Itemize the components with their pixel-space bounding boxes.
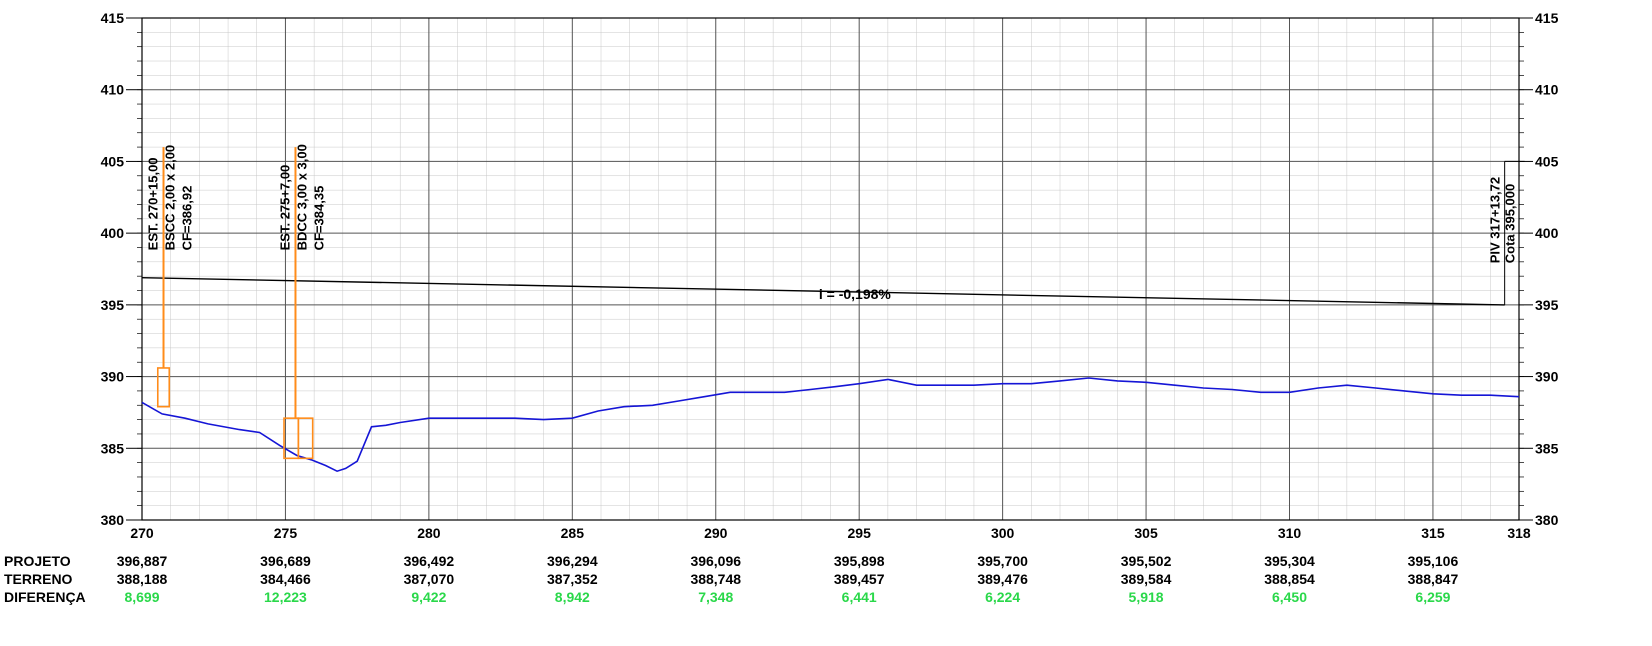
projeto-value: 395,502 [1121,553,1172,569]
grade-line [141,277,1505,306]
y-tick-label: 380 [101,512,125,528]
culvert-label-1-line-1: EST. 270+15,00 [146,157,161,250]
row-label-diferenca: DIFERENÇA [4,589,86,605]
y-axis-left: 415 410 405 400 395 390 385 380 [101,10,142,528]
y-axis-right: 415 410 405 400 395 390 385 380 [1519,10,1559,528]
x-tick-label: 310 [1278,525,1302,541]
x-tick-label: 300 [991,525,1015,541]
y-tick-label: 395 [101,297,125,313]
y-tick-label: 405 [101,153,125,169]
terreno-value: 388,188 [117,571,168,587]
x-tick-label: 315 [1421,525,1445,541]
projeto-value: 396,887 [117,553,168,569]
diferenca-value: 7,348 [698,589,733,605]
x-tick-label: 295 [848,525,872,541]
x-axis: 270 275 280 285 290 295 300 305 310 315 318 [130,525,1531,541]
diferenca-value: 6,259 [1415,589,1450,605]
projeto-value: 395,700 [977,553,1028,569]
y-tick-label: 415 [101,10,125,26]
diferenca-value: 8,699 [124,589,159,605]
x-tick-label: 275 [274,525,298,541]
x-tick-label: 305 [1134,525,1158,541]
culvert-label-1-line-3: CF=386,92 [180,186,195,251]
projeto-value: 396,689 [260,553,311,569]
data-table: PROJETO TERRENO DIFERENÇA 396,887 388,188 8,6… [4,553,1458,605]
x-tick-label: 318 [1507,525,1531,541]
plot-frame [141,17,1520,521]
y-tick-label-right: 400 [1535,225,1559,241]
terreno-value: 388,847 [1408,571,1459,587]
row-label-terreno: TERRENO [4,571,73,587]
grade-label: i = -0,198% [819,286,892,302]
diferenca-value: 8,942 [555,589,590,605]
diferenca-value: 6,224 [985,589,1020,605]
y-tick-label-right: 390 [1535,369,1559,385]
terreno-value: 389,584 [1121,571,1172,587]
projeto-value: 395,304 [1264,553,1315,569]
culvert-box [297,417,314,460]
projeto-value: 396,096 [690,553,741,569]
culvert-label-2-line-2: BDCC 3,00 x 3,00 [294,144,309,250]
x-tick-label: 290 [704,525,728,541]
projeto-value: 396,492 [404,553,455,569]
projeto-value: 396,294 [547,553,598,569]
y-tick-label: 400 [101,225,125,241]
y-tick-label-right: 385 [1535,440,1559,456]
y-tick-label: 410 [101,82,125,98]
piv-label-line-1: PIV 317+13,72 [1488,177,1503,263]
x-tick-label: 270 [130,525,154,541]
y-tick-label-right: 415 [1535,10,1559,26]
terrain-line [141,377,1520,473]
culvert-label-2-line-3: CF=384,35 [311,186,326,251]
terreno-value: 384,466 [260,571,311,587]
terreno-value: 387,070 [404,571,455,587]
diferenca-value: 9,422 [411,589,446,605]
culvert-label-1-line-2: BSCC 2,00 x 2,00 [163,145,178,251]
terreno-value: 389,457 [834,571,885,587]
diferenca-value: 6,441 [842,589,877,605]
piv-label-line-2: Cota 395,000 [1503,184,1518,264]
series-layer [141,277,1520,473]
terreno-value: 387,352 [547,571,598,587]
minor-grid [141,17,1520,521]
y-tick-label-right: 380 [1535,512,1559,528]
y-tick-label: 390 [101,369,125,385]
culvert-box [156,367,171,408]
y-tick-label-right: 405 [1535,153,1559,169]
terreno-value: 389,476 [977,571,1028,587]
y-tick-label: 385 [101,440,125,456]
terreno-value: 388,748 [690,571,741,587]
projeto-value: 395,106 [1408,553,1459,569]
row-label-projeto: PROJETO [4,553,71,569]
x-tick-label: 285 [561,525,585,541]
diferenca-value: 5,918 [1129,589,1164,605]
culvert-label-2-line-1: EST. 275+7,00 [277,165,292,251]
projeto-value: 395,898 [834,553,885,569]
x-tick-label: 280 [417,525,441,541]
y-tick-label-right: 395 [1535,297,1559,313]
terreno-value: 388,854 [1264,571,1315,587]
plot-border [141,17,1520,521]
diferenca-value: 12,223 [264,589,307,605]
y-tick-label-right: 410 [1535,82,1559,98]
diferenca-value: 6,450 [1272,589,1307,605]
annotation-layer: i = -0,198% EST. 270+15,00 BSCC 2,00 x 2,0… [146,144,1525,460]
